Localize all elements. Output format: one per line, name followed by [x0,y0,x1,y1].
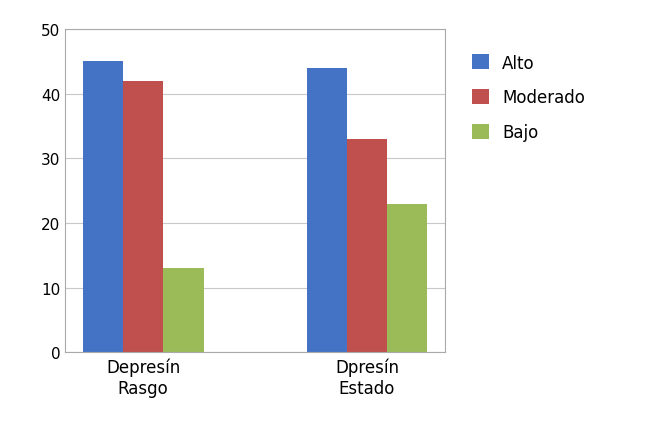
Bar [347,140,387,353]
Bar [123,82,164,353]
Bar [307,69,347,353]
Bar [82,62,123,353]
Bar [164,269,203,353]
Bar [387,204,428,353]
Legend: Alto, Moderado, Bajo: Alto, Moderado, Bajo [472,55,585,141]
